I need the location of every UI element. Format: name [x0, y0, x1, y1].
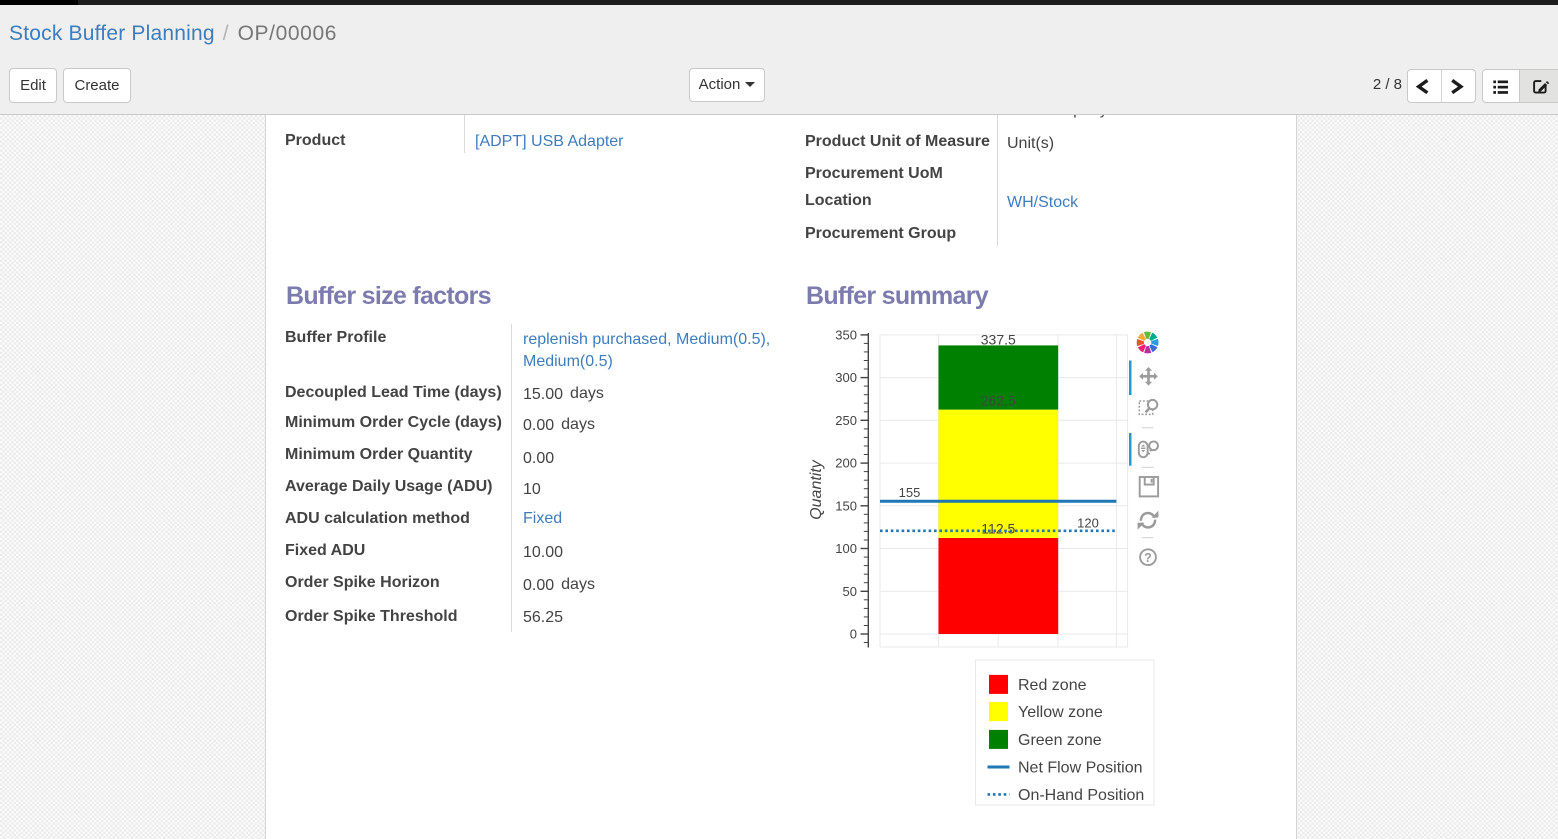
svg-text:0: 0 — [850, 627, 857, 642]
svg-text:262.5: 262.5 — [981, 393, 1016, 409]
svg-text:Red zone: Red zone — [1018, 677, 1087, 694]
svg-text:Yellow zone: Yellow zone — [1018, 704, 1103, 721]
svg-text:200: 200 — [835, 456, 857, 471]
svg-text:Quantity: Quantity — [808, 459, 825, 520]
svg-text:50: 50 — [843, 584, 857, 599]
svg-text:337.5: 337.5 — [981, 331, 1016, 347]
svg-text:Green zone: Green zone — [1018, 732, 1102, 749]
svg-text:?: ? — [1144, 551, 1152, 565]
svg-text:300: 300 — [835, 370, 857, 385]
svg-text:155: 155 — [899, 485, 921, 500]
svg-text:350: 350 — [835, 328, 857, 343]
svg-text:Net Flow Position: Net Flow Position — [1018, 760, 1143, 777]
svg-text:On-Hand Position: On-Hand Position — [1018, 787, 1144, 804]
svg-text:150: 150 — [835, 498, 857, 513]
svg-text:250: 250 — [835, 413, 857, 428]
svg-text:120: 120 — [1077, 516, 1099, 531]
svg-text:100: 100 — [835, 541, 857, 556]
svg-text:112.5: 112.5 — [981, 521, 1015, 537]
